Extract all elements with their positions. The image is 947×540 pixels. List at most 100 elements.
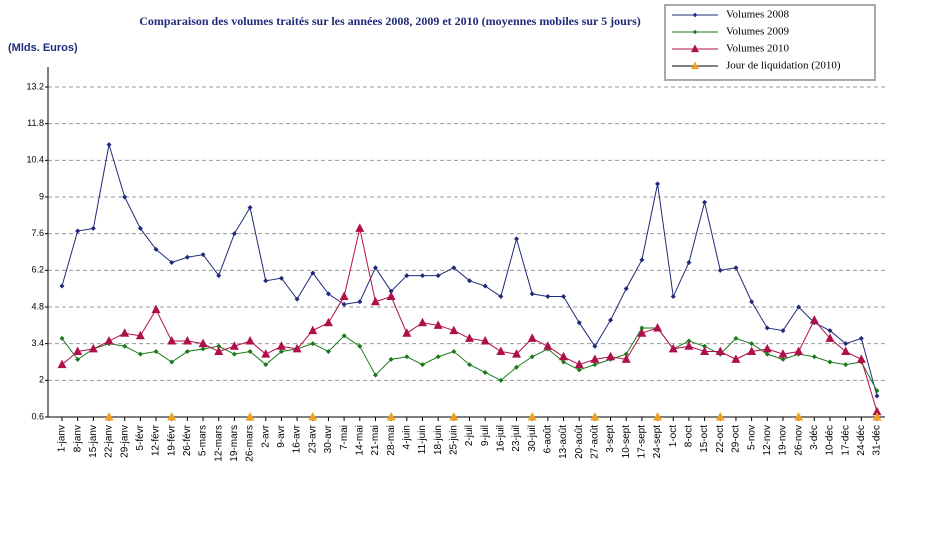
data-point [292, 343, 302, 353]
data-point [858, 335, 864, 341]
data-point [419, 273, 425, 279]
y-tick-label: 13.2 [26, 81, 44, 91]
data-point [90, 225, 96, 231]
data-point [621, 354, 631, 363]
data-point [276, 341, 286, 350]
data-point [153, 349, 159, 355]
x-tick-label: 23-juil [511, 425, 522, 452]
data-point [325, 291, 331, 297]
legend: Volumes 2008 Volumes 2009 Volumes 2010 Jour… [664, 4, 876, 81]
data-point [668, 343, 678, 353]
data-point [529, 354, 535, 360]
y-tick-label: 7.6 [31, 228, 44, 238]
data-point [294, 296, 300, 302]
x-tick-label: 16-juil [495, 425, 506, 452]
data-point [245, 336, 255, 345]
data-point [325, 349, 331, 355]
data-point [122, 343, 128, 349]
x-tick-label: 12-févr [151, 424, 162, 456]
x-tick-label: 13-août [558, 425, 569, 459]
data-point [498, 377, 504, 383]
data-point [214, 346, 224, 356]
data-point [843, 362, 849, 368]
data-point [637, 328, 647, 337]
data-point [310, 270, 316, 276]
data-point [623, 286, 629, 292]
data-point [639, 257, 645, 263]
data-point [872, 412, 882, 421]
series [104, 412, 882, 421]
x-tick-label: 19-févr [166, 424, 177, 456]
x-tick-label: 15-oct [699, 425, 710, 453]
x-tick-label: 3-déc [809, 425, 820, 450]
x-tick-label: 22-janv [104, 425, 115, 458]
data-point [574, 359, 584, 369]
data-point [498, 294, 504, 300]
data-point [372, 372, 378, 378]
x-tick-label: 10-sept [621, 425, 632, 459]
data-point [339, 291, 349, 301]
data-point [402, 328, 412, 337]
data-point [386, 291, 396, 301]
data-point [57, 359, 67, 369]
data-point [623, 351, 629, 357]
data-point [700, 346, 710, 356]
data-point [231, 351, 237, 357]
data-point [104, 336, 114, 345]
data-point [404, 273, 410, 279]
data-point [357, 343, 363, 349]
y-tick-label: 9 [39, 191, 44, 201]
x-tick-label: 20-août [574, 425, 585, 459]
x-tick-label: 27-août [590, 425, 601, 459]
data-point [529, 291, 535, 297]
x-tick-label: 19-nov [778, 425, 789, 456]
data-point [592, 343, 598, 349]
x-tick-label: 10-déc [825, 425, 836, 456]
data-point [449, 325, 459, 335]
data-point [827, 359, 833, 365]
data-point [670, 294, 676, 300]
x-tick-label: 1-oct [668, 425, 679, 447]
data-point [545, 294, 551, 300]
data-point [576, 320, 582, 326]
data-point [747, 346, 757, 356]
legend-label: Volumes 2009 [726, 26, 790, 38]
data-point [308, 325, 318, 335]
data-point [686, 259, 692, 265]
data-point [198, 338, 208, 348]
data-point [261, 349, 271, 358]
data-point [465, 333, 474, 342]
x-tick-label: 24-déc [856, 425, 867, 456]
data-point [449, 412, 459, 421]
data-point [467, 362, 472, 368]
x-tick-label: 26-févr [182, 424, 193, 456]
x-tick-label: 7-mai [339, 425, 350, 450]
data-point [167, 336, 177, 345]
data-point [216, 273, 222, 279]
data-point [872, 406, 882, 416]
data-point [702, 343, 708, 349]
x-tick-label: 29-janv [119, 425, 130, 458]
data-point [341, 301, 347, 307]
data-point [827, 328, 833, 334]
data-point [137, 351, 143, 357]
data-point [182, 336, 192, 345]
data-point [606, 351, 616, 361]
data-point [592, 362, 598, 368]
x-tick-label: 30-juil [527, 425, 538, 452]
data-point [686, 338, 692, 344]
data-point [370, 296, 380, 306]
x-tick-label: 22-oct [715, 425, 726, 453]
data-point [388, 288, 394, 294]
data-point [559, 351, 569, 361]
x-tick-label: 1-janv [57, 425, 68, 452]
x-tick-label: 12-nov [762, 425, 773, 456]
x-tick-label: 23-avr [307, 424, 318, 453]
data-point [733, 335, 739, 341]
series [57, 223, 882, 416]
x-tick-label: 28-mai [386, 425, 397, 456]
data-point [169, 359, 175, 365]
y-tick-label: 4.8 [31, 301, 44, 311]
data-point [590, 354, 600, 363]
